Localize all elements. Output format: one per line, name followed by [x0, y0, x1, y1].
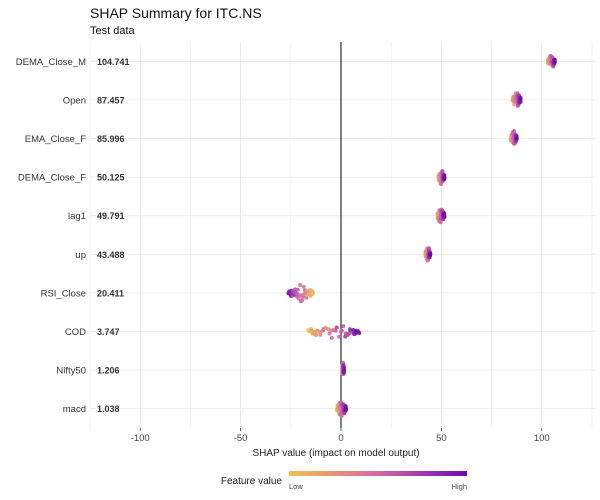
legend-title: Feature value	[221, 476, 283, 487]
shap-point	[442, 214, 447, 219]
shap-point	[338, 329, 343, 334]
shap-point	[518, 96, 523, 101]
mean-shap-label: 1.206	[97, 366, 120, 376]
feature-label: EMA_Close_F	[25, 134, 86, 145]
shap-point	[333, 328, 338, 333]
shap-point	[356, 329, 361, 334]
mean-shap-label: 43.488	[97, 250, 125, 260]
feature-label: COD	[65, 327, 86, 338]
mean-shap-label: 87.457	[97, 95, 125, 105]
x-tick-label: -50	[234, 433, 248, 444]
chart-subtitle: Test data	[90, 25, 136, 37]
shap-point	[295, 287, 300, 292]
mean-shap-label: 1.038	[97, 404, 120, 414]
feature-label: up	[75, 250, 86, 261]
shap-point	[314, 332, 319, 337]
legend-gradient-bar	[289, 471, 467, 476]
shap-point	[298, 283, 303, 288]
feature-label: DEMA_Close_F	[18, 173, 86, 184]
shap-point	[329, 335, 334, 340]
chart-title: SHAP Summary for ITC.NS	[90, 5, 262, 21]
shap-point	[552, 60, 557, 65]
feature-label: macd	[63, 404, 86, 415]
shap-point	[336, 334, 341, 339]
mean-shap-label: 49.791	[97, 211, 125, 221]
x-tick-label: 50	[436, 433, 447, 444]
shap-point	[318, 332, 323, 337]
mean-shap-label: 50.125	[97, 173, 125, 183]
shap-point	[334, 325, 339, 330]
legend-low-label: Low	[289, 482, 303, 491]
feature-label: lag1	[68, 211, 86, 222]
shap-point	[327, 331, 332, 336]
shap-point	[296, 296, 301, 301]
feature-label: Nifty50	[56, 366, 86, 377]
shap-point	[339, 413, 344, 418]
shap-point	[301, 284, 306, 289]
feature-rows: DEMA_Close_M 104.741 Open 87.457 EMA_Close_F…	[16, 57, 130, 415]
shap-point	[300, 297, 305, 302]
shap-point	[442, 211, 447, 216]
gridlines	[89, 42, 596, 428]
shap-point	[341, 324, 346, 329]
feature-label: RSI_Close	[41, 288, 86, 299]
color-legend: Feature value Low High	[221, 471, 467, 491]
shap-point	[304, 295, 309, 300]
x-tick-label: 100	[534, 433, 550, 444]
shap-point	[310, 290, 315, 295]
shap-point	[295, 292, 300, 297]
x-tick-label: 0	[338, 433, 343, 444]
feature-label: DEMA_Close_M	[16, 57, 86, 68]
mean-shap-label: 20.411	[97, 288, 124, 298]
mean-shap-label: 104.741	[97, 57, 130, 67]
shap-point	[514, 136, 519, 141]
shap-point	[518, 99, 523, 104]
shap-point	[342, 366, 347, 371]
shap-point	[343, 406, 348, 411]
shap-points	[286, 53, 557, 418]
feature-label: Open	[63, 95, 86, 106]
x-axis-ticks: -100 -50 0 50 100	[131, 428, 550, 444]
legend-high-label: High	[452, 482, 467, 491]
x-tick-label: -100	[131, 433, 150, 444]
shap-point	[428, 251, 433, 256]
shap-point	[442, 175, 447, 180]
x-axis-title: SHAP value (impact on model output)	[252, 448, 419, 459]
mean-shap-label: 85.996	[97, 134, 125, 144]
shap-point	[438, 220, 443, 225]
mean-shap-label: 3.747	[97, 327, 120, 337]
